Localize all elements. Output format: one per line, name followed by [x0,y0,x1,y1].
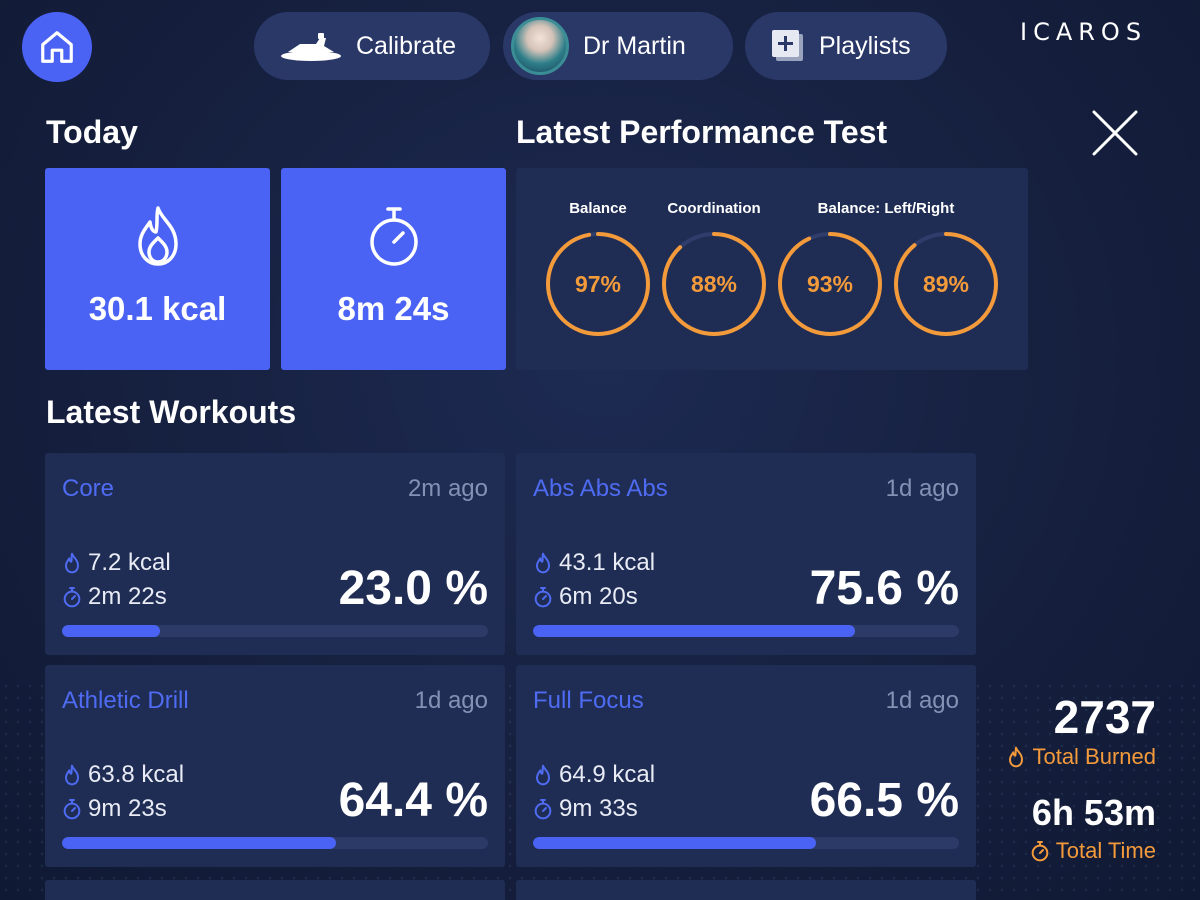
workout-progress-fill [62,837,337,849]
workout-percent: 64.4 % [338,774,488,827]
balance-left-ring: 93% [776,230,884,338]
avatar [511,17,569,75]
flame-icon [1009,746,1024,768]
ring-value: 93% [806,270,854,297]
profile-button[interactable]: Dr Martin [503,12,733,80]
workout-time-ago: 1d ago [885,475,959,502]
workout-duration-value: 9m 33s [559,795,638,822]
ring-gauge [662,232,766,336]
workout-calories: 43.1 kcal [533,549,655,577]
home-icon [41,31,73,63]
close-icon [1092,110,1138,156]
totals-burned: 2737 Total Burned [1006,690,1156,770]
workout-calories: 64.9 kcal [533,761,655,789]
workout-progress-track [62,837,488,849]
flame-icon [65,552,79,574]
calibrate-button[interactable]: Calibrate [254,12,490,80]
today-calories-tile: 30.1 kcal [45,168,270,370]
ring-gauge [778,232,882,336]
workout-calories-value: 64.9 kcal [559,761,656,788]
stopwatch-icon [369,207,418,266]
coordination-label: Coordination [667,200,761,217]
totals-time: 6h 53m Total Time [1030,792,1156,864]
icaros-logo: ICAROS [1020,18,1148,46]
ring-gauge [894,232,998,336]
total-time-label-row: Total Time [1030,838,1156,864]
today-duration-value: 8m 24s [337,290,450,327]
close-button[interactable] [1090,108,1140,158]
flame-icon [536,552,550,574]
workout-duration-value: 6m 20s [559,583,638,610]
workout-calories: 7.2 kcal [62,549,171,577]
today-heading: Today [46,114,138,150]
workout-name: Full Focus [533,687,644,714]
workout-name: Athletic Drill [62,687,189,714]
device-icon [281,33,341,61]
workout-calories-value: 63.8 kcal [88,761,185,788]
workout-progress-fill [62,625,160,637]
total-burned-value: 2737 [1053,691,1156,743]
workout-name: Abs Abs Abs [533,475,668,502]
workout-progress-fill [533,837,817,849]
workout-card[interactable]: Core 2m ago 7.2 kcal 2m 22s 23.0 % [45,453,505,655]
stopwatch-icon [534,799,552,820]
workout-time-ago: 1d ago [414,687,488,714]
flame-icon [536,764,550,786]
workout-card-partial[interactable] [516,880,976,900]
workout-card[interactable]: Full Focus 1d ago 64.9 kcal 9m 33s 66.5 % [516,665,976,867]
workout-percent: 23.0 % [338,562,488,615]
home-button[interactable] [22,12,92,82]
total-time-value: 6h 53m [1031,792,1156,833]
workout-duration-value: 9m 23s [88,795,167,822]
balance-right-ring: 89% [892,230,1000,338]
balance-left-right-label: Balance: Left/Right [817,200,955,217]
workout-calories: 63.8 kcal [62,761,184,789]
workout-progress-track [533,625,959,637]
total-burned-label: Total Burned [1032,744,1156,769]
performance-heading: Latest Performance Test [516,114,888,150]
workout-time-ago: 2m ago [407,475,488,502]
ring-value: 89% [922,270,970,297]
coordination-ring: 88% [660,230,768,338]
stopwatch-icon [1031,841,1049,862]
workout-duration: 2m 22s [62,583,167,611]
calibrate-label: Calibrate [356,31,457,60]
workout-percent: 66.5 % [809,774,959,827]
profile-name: Dr Martin [583,31,686,60]
workout-duration: 9m 33s [533,795,638,823]
workout-name: Core [62,475,115,502]
stopwatch-icon [63,799,81,820]
balance-label: Balance [569,200,627,217]
workout-progress-fill [533,625,856,637]
flame-icon [137,206,178,266]
workout-card[interactable]: Abs Abs Abs 1d ago 43.1 kcal 6m 20s 75.6 % [516,453,976,655]
ring-gauge [546,232,650,336]
workout-duration-value: 2m 22s [88,583,167,610]
stopwatch-icon [534,587,552,608]
flame-icon [65,764,79,786]
playlists-label: Playlists [819,31,911,60]
workout-duration: 6m 20s [533,583,638,611]
workout-time-ago: 1d ago [885,687,959,714]
workout-percent: 75.6 % [809,562,959,615]
balance-ring: 97% [544,230,652,338]
today-duration-tile: 8m 24s [281,168,506,370]
ring-value: 88% [690,270,738,297]
total-time-label: Total Time [1055,838,1156,863]
stopwatch-icon [63,587,81,608]
ring-value: 97% [574,270,622,297]
workout-progress-track [62,625,488,637]
total-burned-label-row: Total Burned [1006,744,1156,770]
workout-calories-value: 7.2 kcal [88,549,171,576]
playlists-button[interactable]: Playlists [745,12,947,80]
add-playlist-icon [772,30,803,61]
latest-workouts-heading: Latest Workouts [46,394,297,430]
workout-card-partial[interactable] [45,880,505,900]
performance-panel: Balance Coordination Balance: Left/Right… [516,168,1028,370]
today-calories-value: 30.1 kcal [88,290,227,327]
workout-calories-value: 43.1 kcal [559,549,656,576]
workout-duration: 9m 23s [62,795,167,823]
workout-card[interactable]: Athletic Drill 1d ago 63.8 kcal 9m 23s 64.4 … [45,665,505,867]
workout-progress-track [533,837,959,849]
